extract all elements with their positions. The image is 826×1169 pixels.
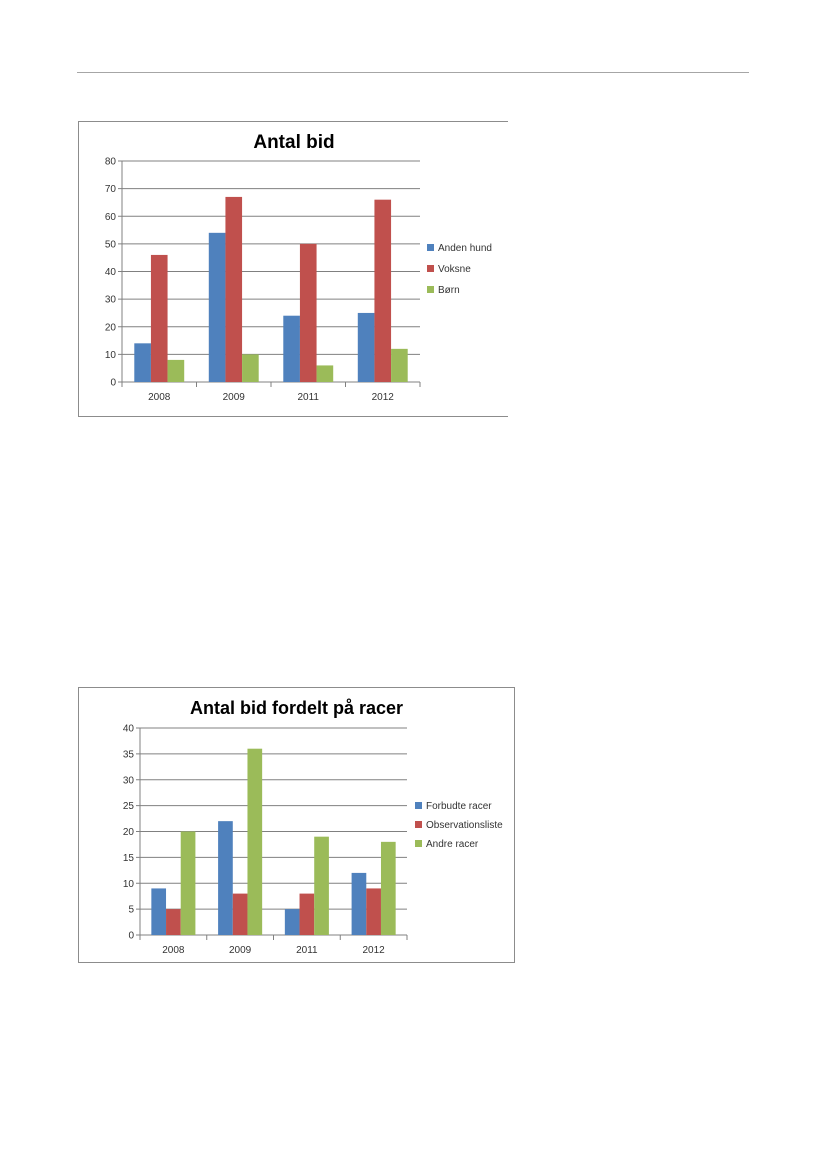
chart-antal-bid-racer: Antal bid fordelt på racer 0 5 10 15 20 25 30 3… bbox=[78, 687, 515, 963]
bar-2012-0 bbox=[357, 312, 375, 382]
y-tick-label: 10 bbox=[123, 879, 135, 890]
bar-2011-2 bbox=[316, 365, 334, 382]
y-tick-label: 15 bbox=[123, 853, 135, 864]
legend-swatch bbox=[427, 265, 434, 272]
bar-2011-0 bbox=[284, 909, 300, 935]
legend-entry: Anden hund bbox=[438, 243, 492, 254]
legend-entry: Forbudte racer bbox=[426, 801, 492, 812]
x-tick-label: 2008 bbox=[148, 392, 171, 403]
y-tick-label: 5 bbox=[128, 905, 134, 916]
bar-2009-1 bbox=[232, 893, 248, 935]
bar-2008-0 bbox=[134, 343, 151, 382]
bar-2009-0 bbox=[218, 821, 233, 935]
y-tick-label: 20 bbox=[123, 827, 135, 838]
y-tick-label: 0 bbox=[110, 378, 116, 389]
bar-2012-1 bbox=[366, 888, 381, 935]
y-tick-label: 10 bbox=[105, 350, 117, 361]
y-tick-label: 25 bbox=[123, 801, 135, 812]
chart-title: Antal bid fordelt på racer bbox=[189, 698, 404, 718]
bar-2009-0 bbox=[208, 232, 226, 382]
bar-2008-1 bbox=[166, 909, 181, 935]
x-tick-label: 2011 bbox=[297, 392, 319, 403]
legend-swatch bbox=[427, 286, 434, 293]
legend-entry: Børn bbox=[438, 285, 460, 296]
chart-title: Antal bid bbox=[253, 132, 335, 153]
legend-entry: Observationsliste bbox=[426, 820, 503, 831]
legend-swatch bbox=[415, 840, 422, 847]
y-tick-label: 30 bbox=[105, 295, 117, 306]
bar-2012-0 bbox=[351, 872, 367, 935]
bar-2012-2 bbox=[380, 841, 396, 935]
bar-2012-2 bbox=[391, 348, 408, 382]
y-tick-label: 70 bbox=[105, 184, 117, 195]
x-tick-label: 2011 bbox=[296, 945, 318, 956]
bar-2008-2 bbox=[180, 831, 196, 935]
legend-swatch bbox=[415, 802, 422, 809]
bar-2012-1 bbox=[374, 199, 392, 382]
chart-antal-bid: Antal bid 0 10 20 30 40 50 60 70 80 2008 2009 2011 2… bbox=[78, 121, 508, 417]
y-tick-label: 40 bbox=[123, 724, 135, 735]
bar-2008-0 bbox=[151, 888, 167, 935]
y-tick-label: 60 bbox=[105, 212, 117, 223]
y-tick-label: 0 bbox=[128, 931, 134, 942]
chart-plot: 0 10 20 30 40 50 60 70 80 2008 2009 2011 2012 Anden h… bbox=[105, 157, 492, 404]
legend-entry: Voksne bbox=[438, 264, 471, 275]
bar-2009-2 bbox=[247, 748, 263, 935]
y-tick-label: 50 bbox=[105, 239, 117, 250]
bar-2011-1 bbox=[299, 243, 317, 382]
chart-plot: 0 5 10 15 20 25 30 35 40 2008 2009 2011 2012 Forbudte… bbox=[123, 724, 503, 957]
bar-2009-2 bbox=[242, 354, 259, 382]
x-tick-label: 2012 bbox=[372, 392, 395, 403]
bar-2008-2 bbox=[167, 359, 185, 382]
x-tick-label: 2009 bbox=[229, 945, 252, 956]
y-tick-label: 80 bbox=[105, 157, 117, 168]
x-tick-label: 2012 bbox=[363, 945, 386, 956]
bar-2008-1 bbox=[150, 254, 168, 382]
y-tick-label: 35 bbox=[123, 749, 135, 760]
legend-swatch bbox=[415, 821, 422, 828]
header-rule bbox=[77, 72, 749, 73]
bar-2011-1 bbox=[299, 893, 315, 935]
y-tick-label: 40 bbox=[105, 267, 117, 278]
legend-entry: Andre racer bbox=[426, 839, 479, 850]
bar-2011-0 bbox=[283, 315, 300, 382]
legend-swatch bbox=[427, 244, 434, 251]
y-tick-label: 30 bbox=[123, 775, 135, 786]
x-tick-label: 2008 bbox=[162, 945, 185, 956]
y-tick-label: 20 bbox=[105, 322, 117, 333]
bar-2011-2 bbox=[314, 836, 329, 935]
bar-2009-1 bbox=[225, 196, 243, 382]
x-tick-label: 2009 bbox=[223, 392, 246, 403]
